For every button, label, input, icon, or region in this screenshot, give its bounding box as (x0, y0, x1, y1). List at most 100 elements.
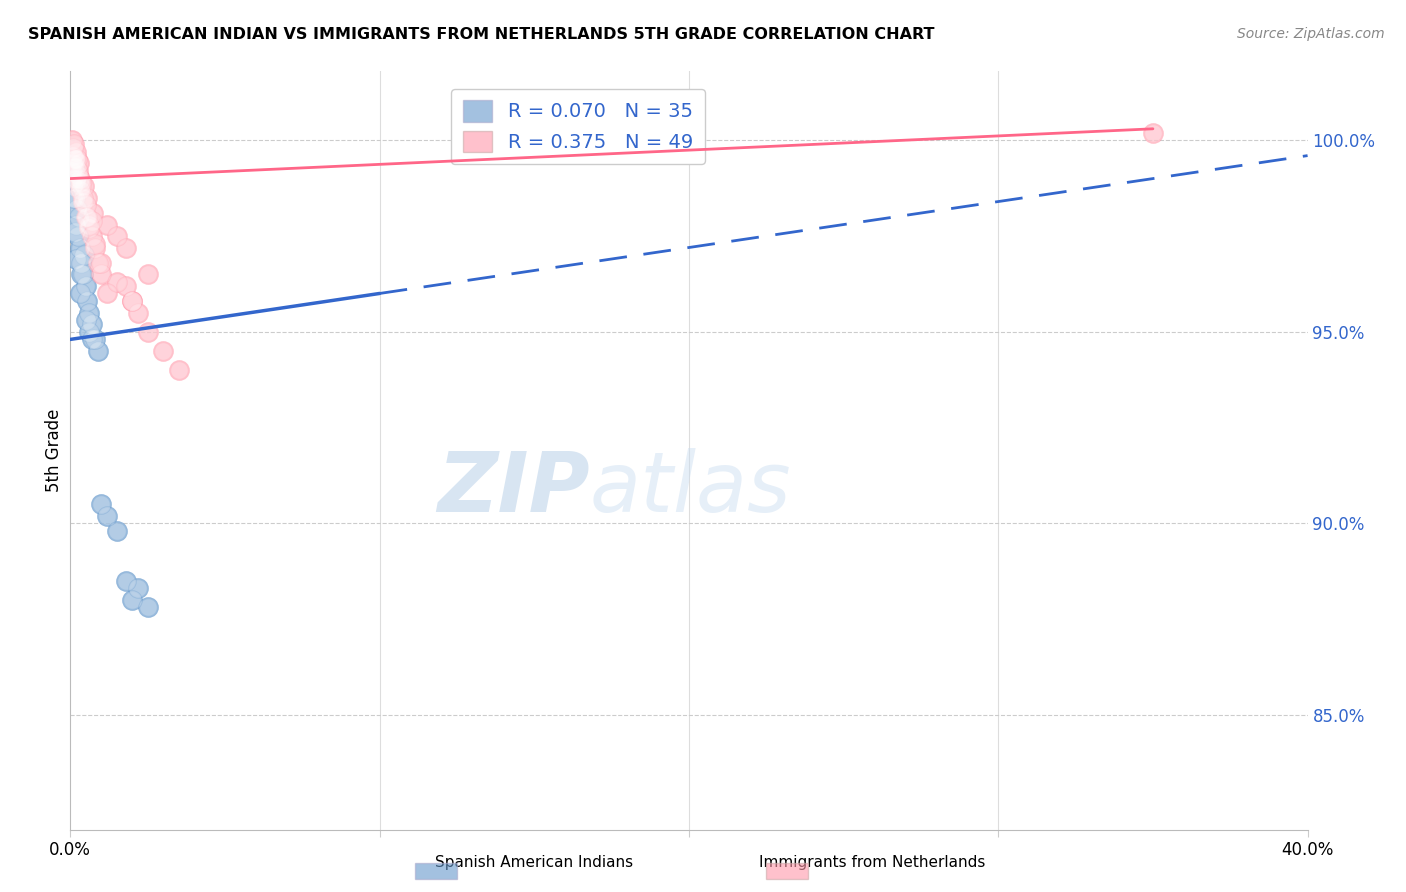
Point (73, 248, 96, 262)
Point (87, 343, 110, 358)
Point (65, 252, 87, 266)
Point (67, 168, 90, 182)
Point (72, 268, 94, 282)
Point (136, 600, 159, 615)
Point (90, 497, 112, 511)
Point (80, 333, 103, 347)
Point (62, 156, 84, 170)
Point (90, 256, 112, 270)
Point (67, 229, 90, 244)
Point (69, 171, 91, 186)
Point (63, 137, 86, 152)
Point (115, 278, 138, 293)
Y-axis label: 5th Grade: 5th Grade (45, 409, 63, 492)
Point (121, 294, 143, 309)
Point (69, 171, 91, 186)
Point (82, 206, 105, 220)
Point (67, 156, 90, 170)
Point (75, 210, 97, 224)
Point (62, 148, 84, 162)
Point (76, 210, 98, 224)
Point (60, 164, 83, 178)
Point (96, 508, 118, 523)
Point (84, 333, 107, 347)
Text: Spanish American Indians: Spanish American Indians (436, 855, 633, 870)
Point (70, 175, 93, 189)
Point (105, 275, 128, 289)
Point (72, 191, 94, 205)
Point (105, 524, 128, 538)
Point (69, 286, 91, 301)
Point (65, 218, 87, 232)
Point (1142, 126, 1164, 140)
Point (76, 294, 98, 309)
Point (77, 221, 100, 235)
Point (136, 325, 159, 339)
Text: Immigrants from Netherlands: Immigrants from Netherlands (758, 855, 986, 870)
Point (152, 343, 174, 358)
Point (65, 175, 87, 189)
Point (60, 133, 83, 147)
Point (73, 179, 96, 194)
Point (115, 574, 138, 588)
Point (63, 225, 86, 239)
Point (62, 191, 84, 205)
Point (115, 240, 138, 254)
Point (96, 286, 118, 301)
Point (80, 317, 103, 331)
Point (76, 191, 98, 205)
Point (127, 305, 149, 319)
Text: ZIP: ZIP (437, 448, 591, 529)
Point (1142, 126, 1164, 140)
Point (63, 153, 86, 167)
Point (65, 145, 87, 159)
Point (67, 156, 90, 170)
Point (60, 133, 83, 147)
Point (167, 363, 190, 377)
Point (87, 256, 110, 270)
Point (121, 294, 143, 309)
Point (167, 363, 190, 377)
Point (75, 278, 97, 293)
Point (65, 160, 87, 174)
Point (62, 141, 84, 155)
Point (84, 236, 107, 251)
Point (75, 198, 97, 212)
Point (80, 213, 103, 227)
Point (62, 179, 84, 194)
Point (77, 221, 100, 235)
Point (63, 137, 86, 152)
Point (90, 497, 112, 511)
Point (67, 229, 90, 244)
Point (136, 600, 159, 615)
Point (70, 256, 93, 270)
Point (87, 343, 110, 358)
Point (65, 218, 87, 232)
Point (72, 194, 94, 209)
Point (69, 240, 91, 254)
Point (70, 256, 93, 270)
Point (90, 268, 112, 282)
Point (72, 191, 94, 205)
Point (62, 171, 84, 186)
Point (84, 236, 107, 251)
Point (75, 313, 97, 327)
Point (63, 160, 86, 174)
Point (105, 524, 128, 538)
Point (127, 582, 149, 596)
Point (66, 153, 89, 167)
Point (105, 275, 128, 289)
Point (63, 153, 86, 167)
Point (73, 248, 96, 262)
Point (105, 229, 128, 244)
Point (76, 294, 98, 309)
Point (75, 313, 97, 327)
Text: SPANISH AMERICAN INDIAN VS IMMIGRANTS FROM NETHERLANDS 5TH GRADE CORRELATION CHA: SPANISH AMERICAN INDIAN VS IMMIGRANTS FR… (28, 27, 935, 42)
Point (72, 194, 94, 209)
Point (115, 278, 138, 293)
Point (77, 218, 100, 232)
Point (136, 268, 159, 282)
Point (136, 268, 159, 282)
Point (65, 252, 87, 266)
Point (75, 210, 97, 224)
